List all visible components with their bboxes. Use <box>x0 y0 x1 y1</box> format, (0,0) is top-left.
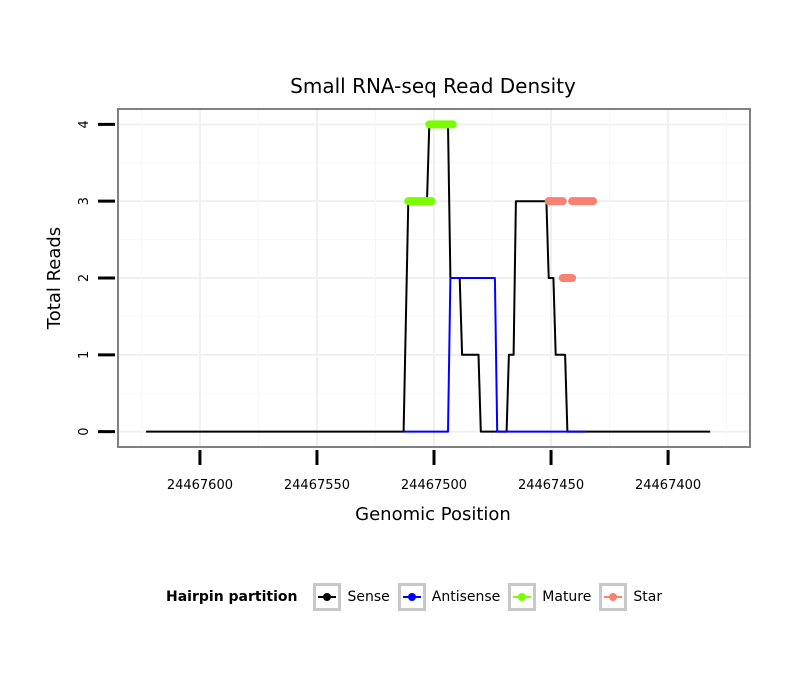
legend-label-sense: Sense <box>347 589 390 605</box>
x-tick-label: 24467550 <box>284 478 350 493</box>
plot-border <box>117 108 751 448</box>
legend-key-sense <box>313 583 342 611</box>
series-group <box>146 120 711 433</box>
x-tick-label: 24467500 <box>401 478 467 493</box>
legend-item-star: Star <box>599 583 662 611</box>
legend-key-antisense <box>397 583 426 611</box>
legend-label-mature: Mature <box>542 589 592 605</box>
x-tick-label: 24467600 <box>167 478 233 493</box>
legend-label-star: Star <box>633 589 663 605</box>
axes-group: 0 1 2 3 4 24467600 24467550 24467500 24467450 244… <box>77 120 701 493</box>
y-tick-label: 1 <box>77 351 92 359</box>
y-axis-label: Total Reads <box>44 227 65 330</box>
legend-key-mature <box>508 583 537 611</box>
legend-item-antisense: Antisense <box>397 583 501 611</box>
legend-key-star <box>599 583 628 611</box>
legend-title: Hairpin partition <box>166 589 298 605</box>
x-axis-label: Genomic Position <box>355 504 511 525</box>
chart-title: Small RNA-seq Read Density <box>290 74 576 98</box>
y-tick-label: 4 <box>77 120 92 128</box>
y-tick-label: 0 <box>77 427 92 435</box>
x-tick-label: 24467450 <box>518 478 584 493</box>
legend-label-antisense: Antisense <box>431 589 501 605</box>
y-tick-label: 2 <box>77 274 92 282</box>
y-tick-label: 3 <box>77 197 92 205</box>
legend-item-mature: Mature <box>508 583 591 611</box>
legend-item-sense: Sense <box>313 583 390 611</box>
series-line-antisense <box>403 277 587 433</box>
x-tick-label: 24467400 <box>635 478 701 493</box>
legend: Hairpin partition Sense Antisense Mature… <box>166 578 670 616</box>
